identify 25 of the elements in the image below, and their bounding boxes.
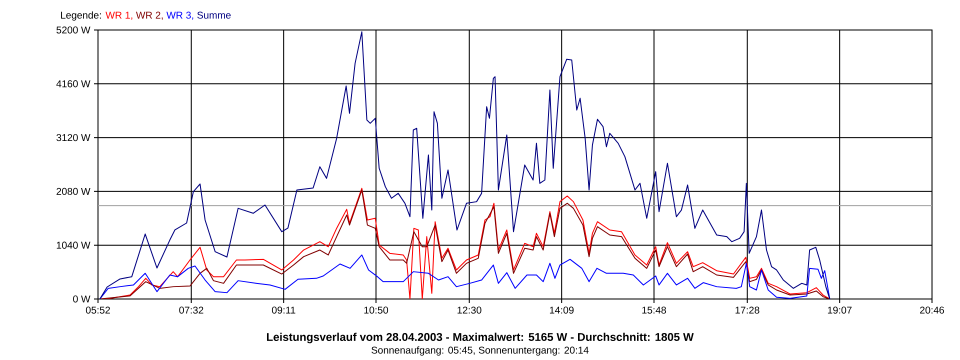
text: WR 3, — [166, 12, 194, 20]
text: WR 1, — [106, 12, 132, 20]
x-tick-label: 10:50 — [364, 306, 388, 314]
x-tick-label: 05:52 — [86, 306, 110, 314]
x-tick-label: 09:11 — [272, 306, 296, 314]
x-tick-label: 15:48 — [642, 306, 666, 314]
x-tick-label: 12:30 — [458, 306, 482, 314]
line-series — [99, 31, 830, 299]
y-tick-label: 1040 W — [56, 242, 90, 249]
line-series — [99, 254, 830, 299]
y-tick-label: 2080 W — [56, 188, 90, 195]
text: Leistungsverlauf vom 28.04.2003 - Maximalwert: 5165 W - Durchschnitt: 1805 W — [266, 332, 694, 344]
x-tick-label: 17:28 — [736, 306, 760, 314]
y-tick-label: 0 W — [73, 295, 90, 303]
x-tick-label: 07:32 — [179, 306, 204, 314]
y-tick-label: 4160 W — [56, 80, 90, 88]
x-tick-label: 20:46 — [920, 306, 944, 314]
x-tick-label: 14:09 — [550, 306, 574, 314]
y-tick-label: 3120 W — [56, 134, 90, 142]
y-tick-label: 5200 W — [56, 26, 90, 34]
x-tick-label: 19:07 — [828, 306, 852, 314]
text: WR 2, — [136, 12, 163, 20]
text: Summe — [197, 12, 231, 19]
legend-title: Legende: — [61, 11, 101, 21]
text: Sonnenaufgang: 05:45, Sonnenuntergang: 20:14 — [372, 346, 589, 356]
